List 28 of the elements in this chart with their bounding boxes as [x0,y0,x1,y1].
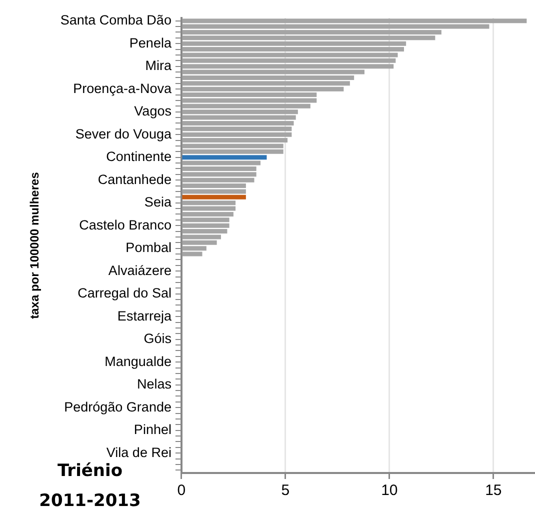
y-tick-label: Seia [144,194,172,210]
y-tick-label: Vila de Rei [106,444,172,460]
y-tick-label: Continente [106,149,172,164]
y-tick-label: Pombal [126,240,172,256]
x-tick-label: 0 [177,482,186,500]
x-tick-label: 5 [281,482,290,500]
y-tick-label: Pinhel [134,422,172,438]
y-tick-label: Cantanhede [98,172,172,187]
x-tick-label: 15 [485,482,502,500]
y-tick-label: Pedrógão Grande [64,399,172,414]
y-tick-label: Mira [145,58,172,74]
y-tick-label: Mangualde [104,354,172,369]
x-tick-label: 10 [381,482,398,500]
y-tick-label: Proença-a-Nova [73,80,172,96]
y-tick-label: Carregal do Sal [78,286,172,301]
y-tick-label: Estarreja [117,308,172,324]
y-tick-label: Sever do Vouga [75,126,172,142]
y-tick-label: Penela [129,35,172,50]
y-tick-label: Castelo Branco [79,217,172,232]
y-tick-label: Góis [144,331,172,346]
y-tick-label: Nelas [136,376,172,392]
bar [182,194,246,200]
y-tick-label: Vagos [134,104,172,119]
y-tick-label: Santa Comba Dão [60,12,172,28]
y-tick-label: Alvaiázere [108,262,172,278]
text: Triénio 2011-2013 [39,461,141,507]
bar [182,155,267,160]
y-axis-title: taxa por 100000 mulheres [28,172,42,319]
